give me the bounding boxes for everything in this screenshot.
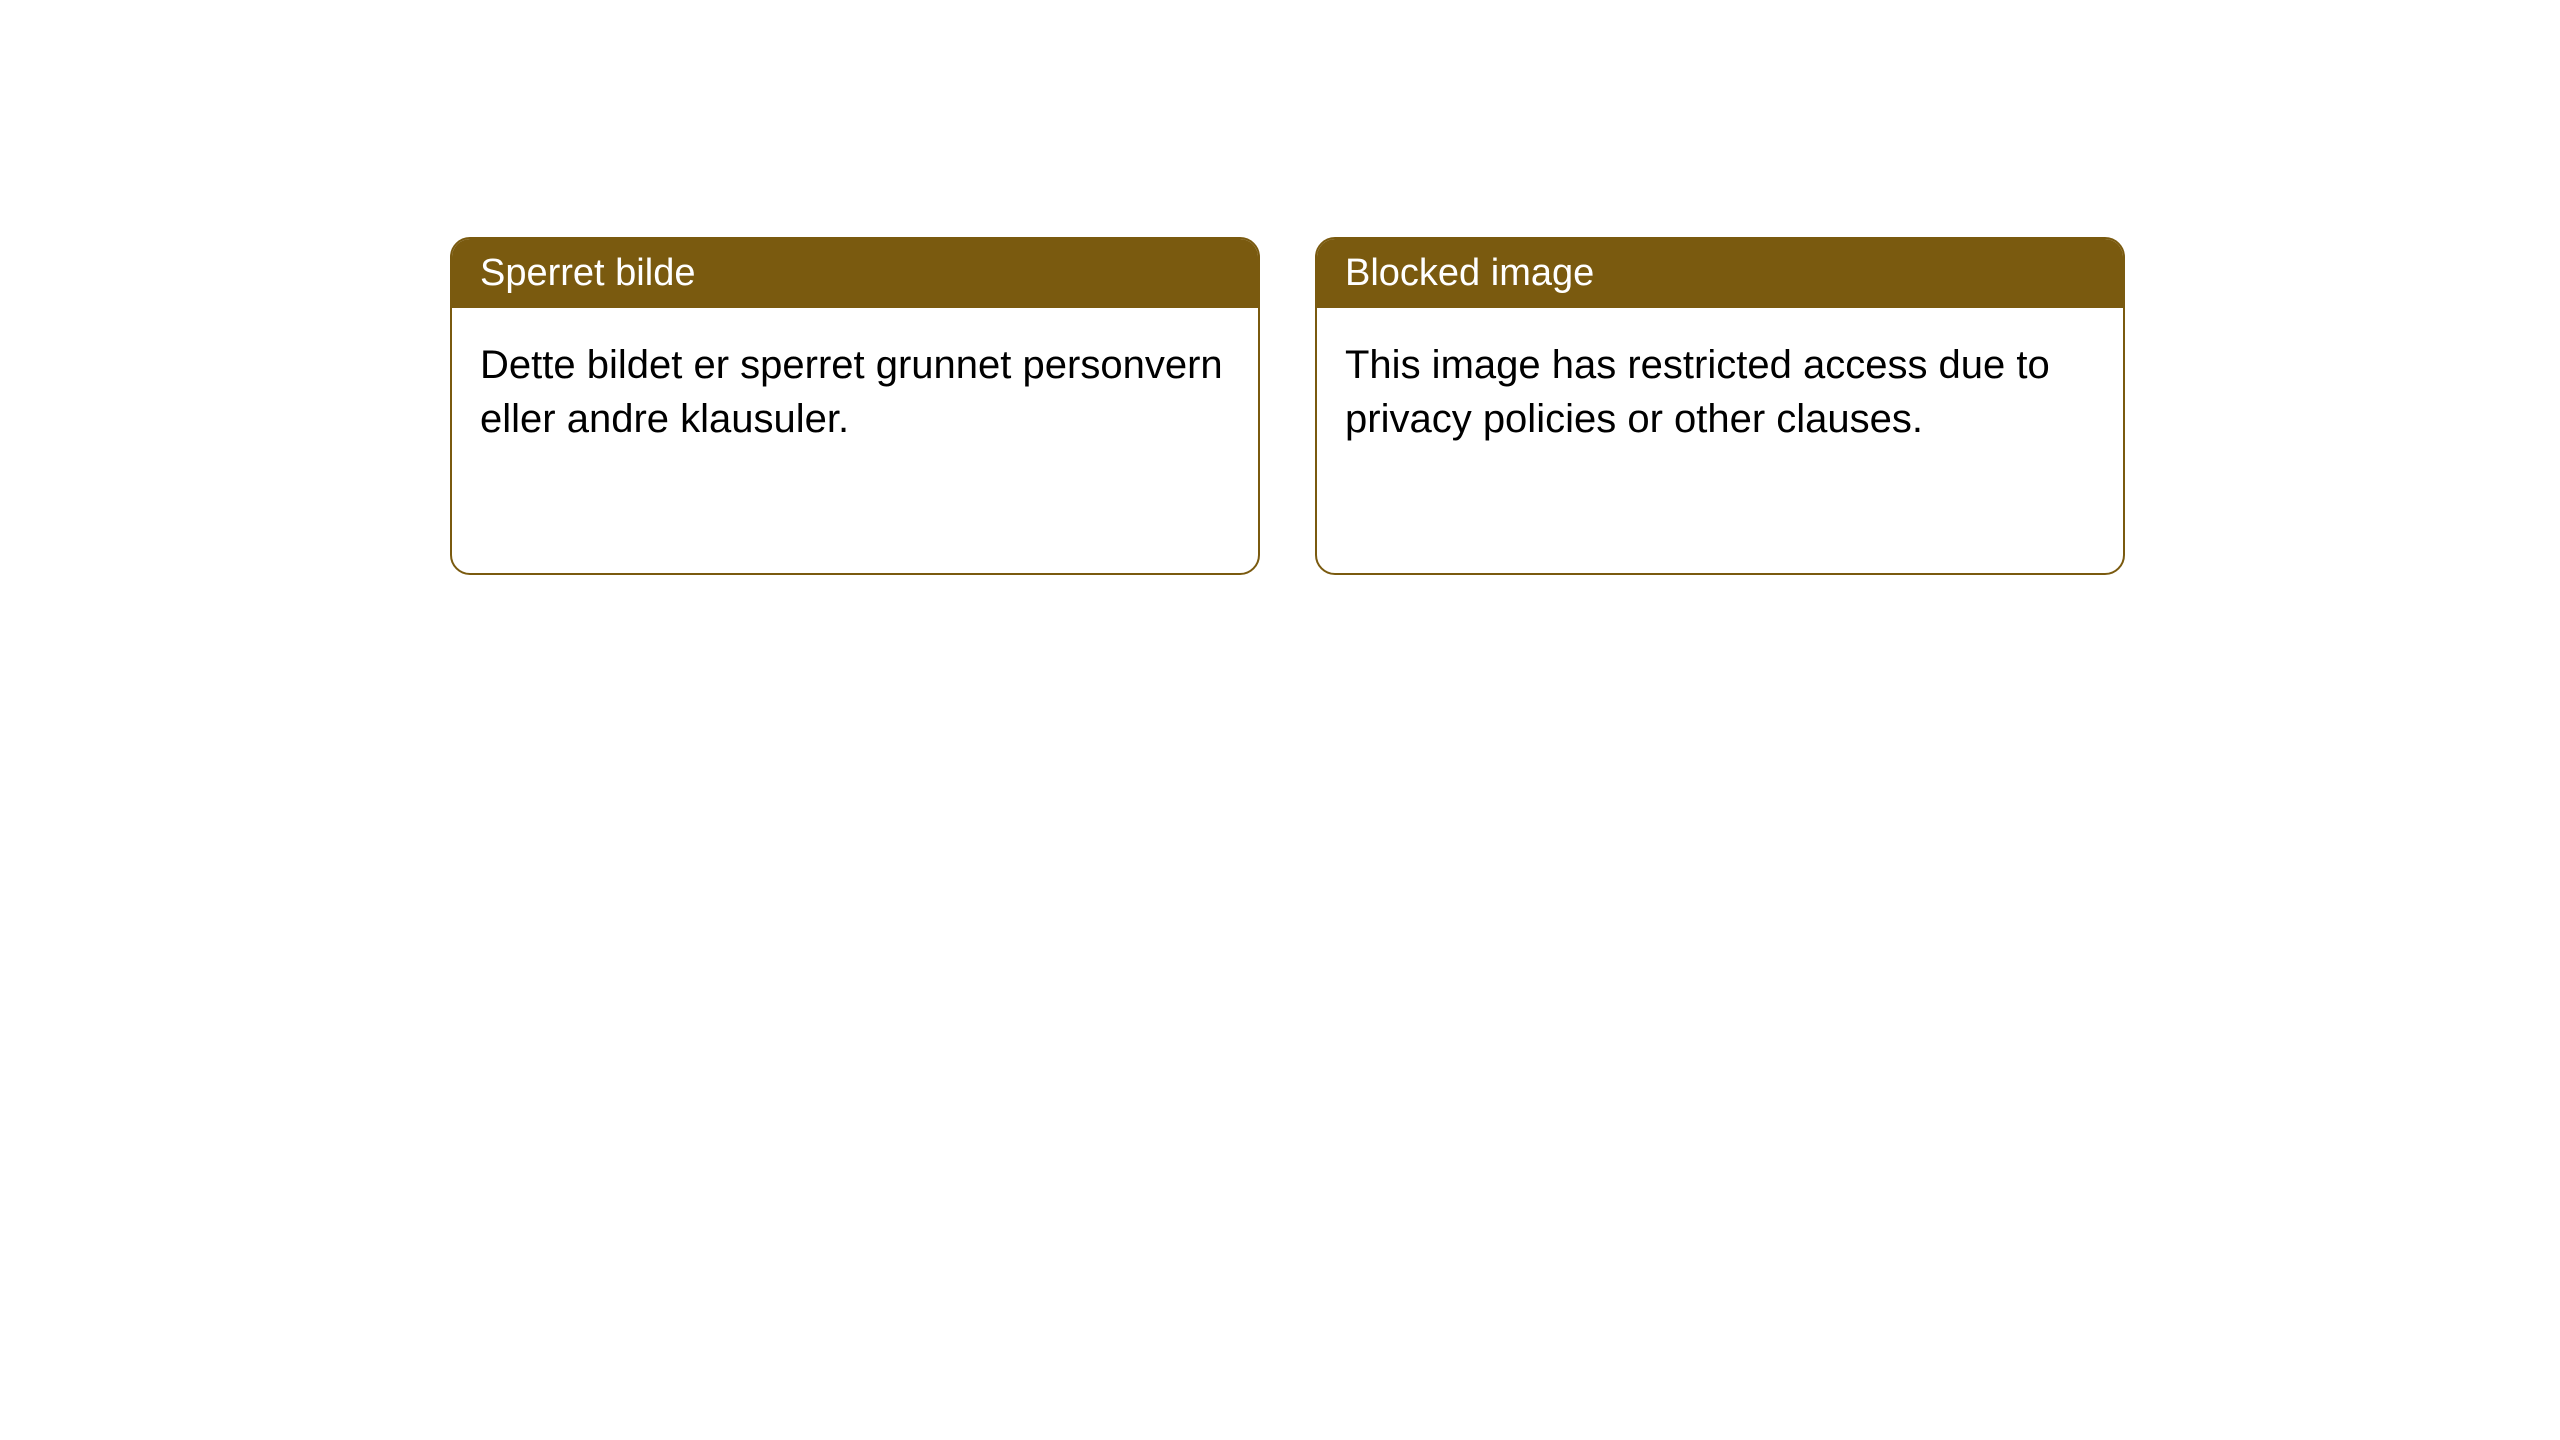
blocked-image-panel-no: Sperret bilde Dette bildet er sperret gr…: [450, 237, 1260, 575]
panel-title-en: Blocked image: [1345, 252, 1594, 294]
panel-title-no: Sperret bilde: [480, 252, 695, 294]
panel-body-no: Dette bildet er sperret grunnet personve…: [452, 308, 1258, 476]
panel-message-no: Dette bildet er sperret grunnet personve…: [480, 343, 1223, 441]
notice-panels-container: Sperret bilde Dette bildet er sperret gr…: [450, 237, 2125, 575]
panel-header-no: Sperret bilde: [452, 239, 1258, 308]
panel-body-en: This image has restricted access due to …: [1317, 308, 2123, 476]
panel-header-en: Blocked image: [1317, 239, 2123, 308]
blocked-image-panel-en: Blocked image This image has restricted …: [1315, 237, 2125, 575]
panel-message-en: This image has restricted access due to …: [1345, 343, 2050, 441]
